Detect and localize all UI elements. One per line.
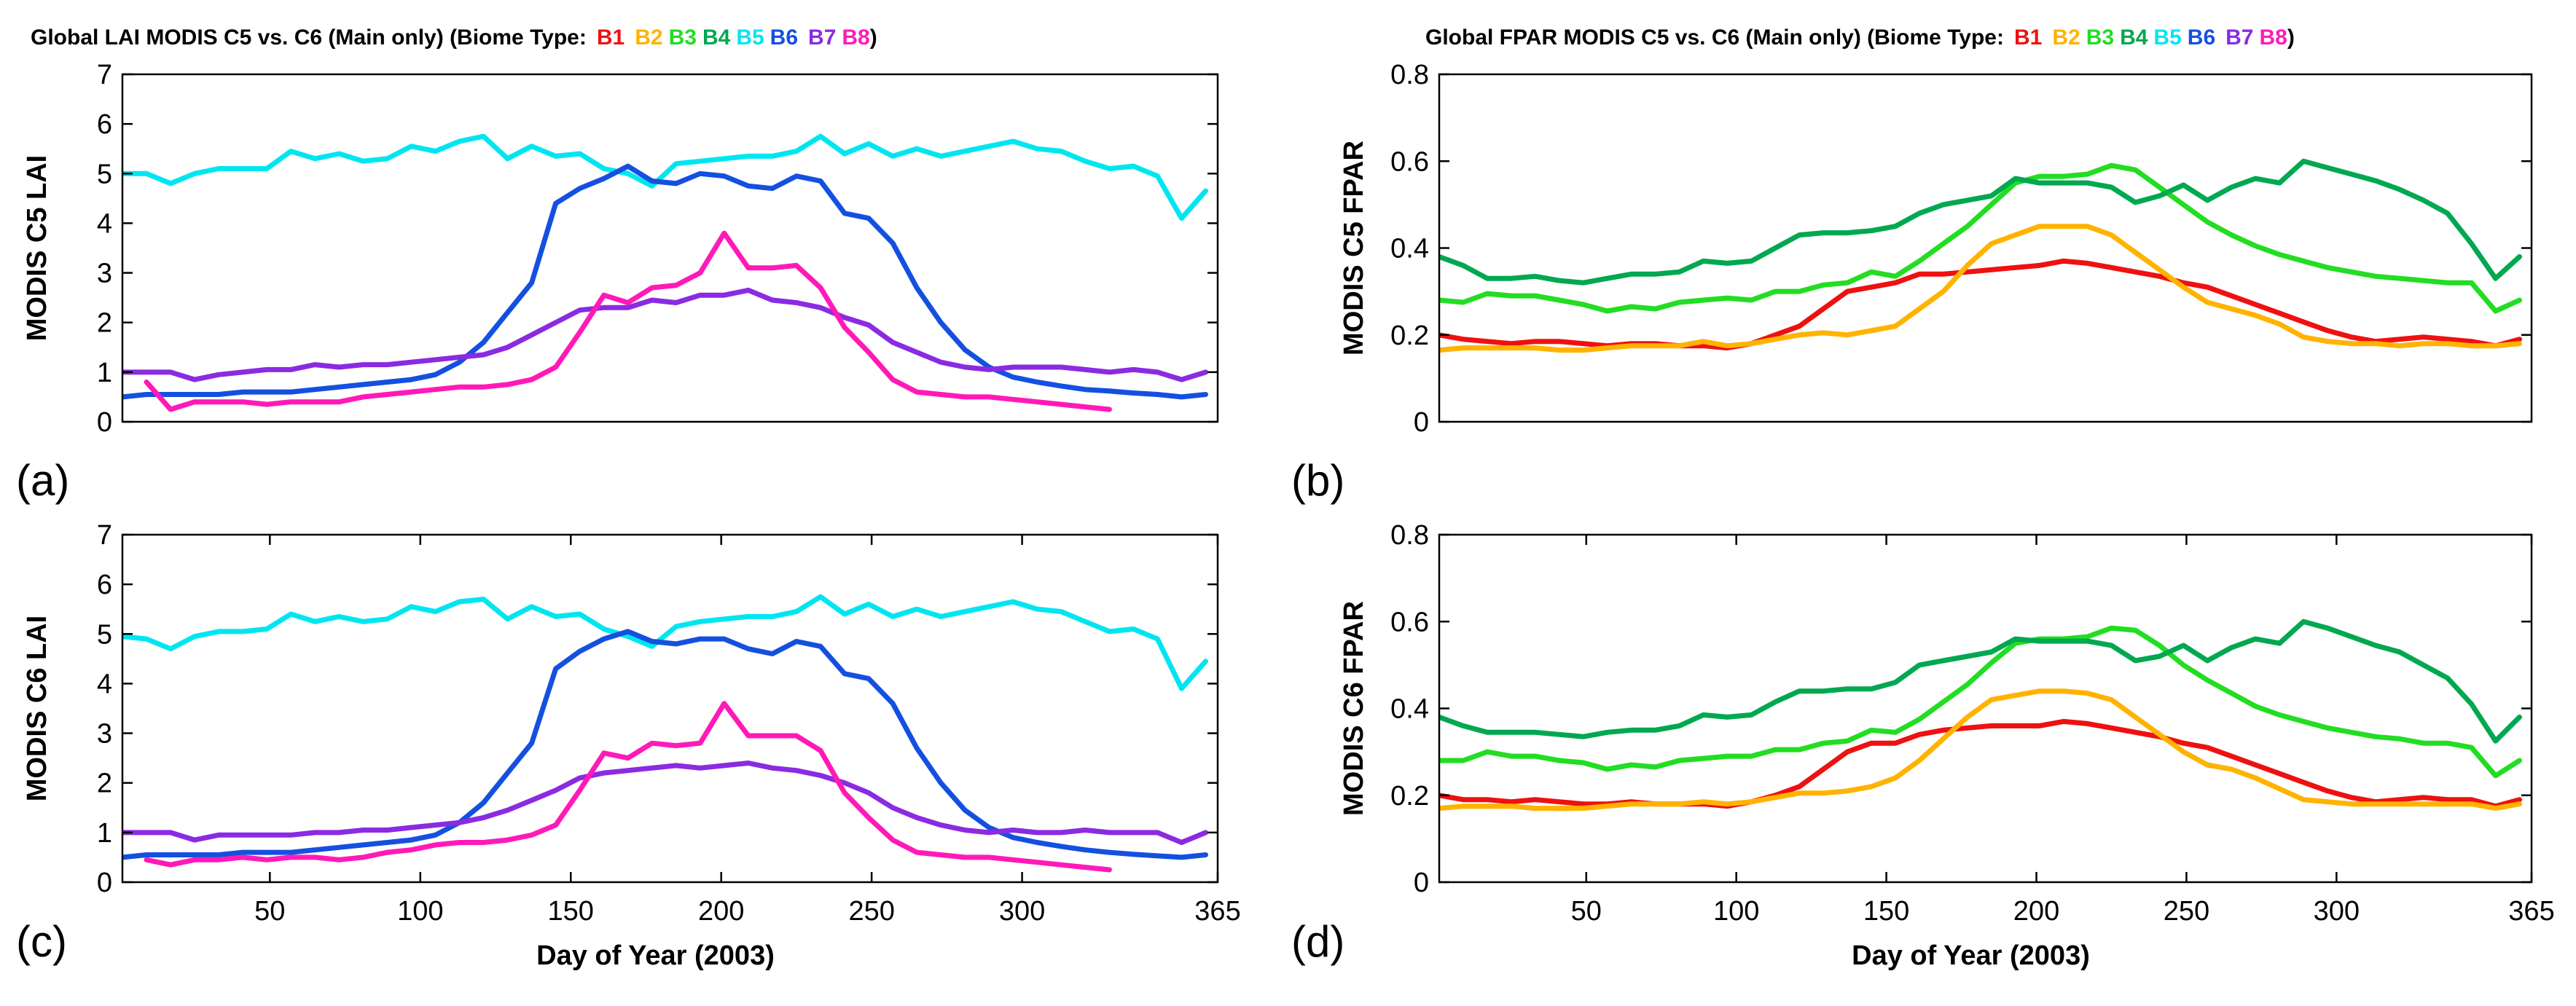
- series-line-b4: [1439, 158, 2522, 286]
- lai-legend-entry-b1: B1: [597, 25, 625, 50]
- plot-frame: [121, 533, 1219, 884]
- plot-frame: [121, 73, 1219, 423]
- lai-legend-entry-b2: B2: [635, 25, 662, 50]
- panel-label: (b): [1291, 456, 1344, 505]
- x-tick-label: 250: [2164, 896, 2209, 927]
- y-tick-label: 2: [97, 769, 112, 799]
- series-line-b3: [1439, 162, 2522, 314]
- x-tick-label: 300: [999, 896, 1045, 927]
- series-line-b7: [122, 287, 1208, 382]
- fpar-legend-entry-b4: B4: [2120, 25, 2148, 50]
- lai-figure-title: Global LAI MODIS C5 vs. C6 (Main only) (…: [31, 25, 877, 50]
- x-tick-label: 100: [1713, 896, 1759, 927]
- x-tick-label: 300: [2314, 896, 2360, 927]
- fpar-legend-entry-b1: B1: [2014, 25, 2042, 50]
- y-tick-label: 0.2: [1390, 781, 1429, 812]
- series-line-b6: [122, 163, 1208, 400]
- y-tick-label: 4: [97, 208, 112, 239]
- y-tick-label: 6: [97, 109, 112, 140]
- panel-c-lai-c6: 0 1 2 3 4 5 6 7 50 100 150 200 250 300 365 MODIS C6 LAI…: [16, 520, 1241, 971]
- series-line-b5: [122, 133, 1208, 221]
- y-tick-label: 7: [97, 520, 112, 551]
- panel-d-fpar-c6: 0 0.2 0.4 0.6 0.8 50 100 150 200 250 300 365 MODIS C…: [1291, 520, 2555, 971]
- fpar-legend-entry-b3: B3: [2086, 25, 2114, 50]
- lai-legend-entry-b5: B5: [736, 25, 764, 50]
- y-axis-label: MODIS C6 FPAR: [1339, 601, 1369, 816]
- y-axis-label: MODIS C5 FPAR: [1339, 141, 1369, 355]
- panel-label: (d): [1291, 917, 1344, 966]
- series-group: [122, 594, 1208, 873]
- y-tick-label: 0.4: [1390, 234, 1429, 264]
- fpar-title-suffix: ): [2287, 25, 2295, 50]
- fpar-legend-entry-b5: B5: [2153, 25, 2181, 50]
- y-tick-label: 2: [97, 308, 112, 339]
- x-tick-label: 100: [397, 896, 443, 927]
- series-line-b8: [144, 230, 1112, 412]
- y-tick-label: 3: [97, 259, 112, 289]
- x-tick-label: 365: [1194, 896, 1240, 927]
- y-tick-label: 0.6: [1390, 146, 1429, 177]
- x-tick-label: 50: [254, 896, 285, 927]
- x-tick-label: 365: [2508, 896, 2554, 927]
- y-tick-label: 0.8: [1390, 520, 1429, 551]
- y-tick-label: 0.6: [1390, 607, 1429, 637]
- fpar-legend-entry-b2: B2: [2052, 25, 2080, 50]
- x-tick-label: 150: [1863, 896, 1909, 927]
- series-line-b2: [1439, 688, 2522, 812]
- fpar-legend-entry-b8: B8: [2260, 25, 2287, 50]
- panel-b-fpar-c5: 0 0.2 0.4 0.6 0.8 MODIS C5 FPAR (b): [1291, 60, 2533, 505]
- series-line-b4: [1439, 618, 2522, 744]
- y-tick-label: 0.8: [1390, 60, 1429, 90]
- fpar-legend-entry-b6: B6: [2188, 25, 2215, 50]
- series-line-b5: [122, 594, 1208, 691]
- series-line-b3: [1439, 625, 2522, 779]
- y-tick-label: 0: [1414, 407, 1429, 438]
- y-tick-label: 1: [97, 818, 112, 849]
- lai-legend-entry-b6: B6: [770, 25, 798, 50]
- series-line-b6: [122, 629, 1208, 860]
- y-tick-label: 0: [97, 868, 112, 898]
- y-axis-label: MODIS C6 LAI: [22, 616, 52, 801]
- y-tick-label: 1: [97, 358, 112, 388]
- lai-title-suffix: ): [870, 25, 877, 50]
- y-tick-label: 5: [97, 619, 112, 650]
- panel-label: (a): [16, 456, 69, 505]
- y-axis-label: MODIS C5 LAI: [22, 155, 52, 341]
- lai-legend-entry-b4: B4: [702, 25, 731, 50]
- series-line-b7: [122, 761, 1208, 845]
- y-tick-label: 0: [1414, 868, 1429, 898]
- y-tick-label: 0.4: [1390, 694, 1429, 725]
- y-tick-label: 0.2: [1390, 321, 1429, 351]
- series-line-b2: [1439, 224, 2522, 353]
- series-group: [1439, 618, 2522, 812]
- y-tick-label: 7: [97, 60, 112, 90]
- lai-legend-entry-b8: B8: [842, 25, 869, 50]
- fpar-title-prefix: Global FPAR MODIS C5 vs. C6 (Main only) …: [1425, 25, 2004, 50]
- lai-legend-entry-b7: B7: [808, 25, 836, 50]
- y-tick-label: 5: [97, 159, 112, 189]
- y-tick-label: 6: [97, 570, 112, 600]
- plot-frame: [1438, 533, 2533, 884]
- y-tick-label: 4: [97, 669, 112, 699]
- lai-title-prefix: Global LAI MODIS C5 vs. C6 (Main only) (…: [31, 25, 587, 50]
- x-axis-label: Day of Year (2003): [536, 940, 775, 971]
- series-group: [122, 133, 1208, 412]
- x-tick-label: 200: [2013, 896, 2059, 927]
- fpar-figure-title: Global FPAR MODIS C5 vs. C6 (Main only) …: [1425, 25, 2295, 50]
- series-group: [1439, 158, 2522, 353]
- panel-label: (c): [16, 917, 67, 966]
- panel-a-lai-c5: 0 1 2 3 4 5 6 7 MODIS C5 LAI (a): [16, 60, 1219, 505]
- fpar-legend-entry-b7: B7: [2225, 25, 2253, 50]
- x-tick-label: 150: [548, 896, 594, 927]
- x-tick-label: 250: [848, 896, 894, 927]
- x-axis-label: Day of Year (2003): [1852, 940, 2090, 971]
- y-tick-label: 3: [97, 719, 112, 750]
- series-line-b8: [144, 701, 1112, 873]
- y-tick-label: 0: [97, 407, 112, 438]
- x-tick-label: 200: [698, 896, 744, 927]
- lai-legend-entry-b3: B3: [669, 25, 697, 50]
- x-tick-label: 50: [1571, 896, 1602, 927]
